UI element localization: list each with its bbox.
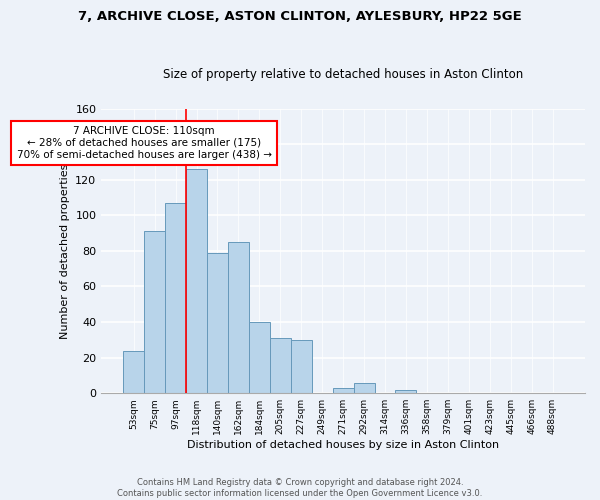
Bar: [186, 169, 207, 393]
Text: 7 ARCHIVE CLOSE: 110sqm
← 28% of detached houses are smaller (175)
70% of semi-d: 7 ARCHIVE CLOSE: 110sqm ← 28% of detache…: [17, 126, 272, 160]
Bar: [144, 232, 165, 393]
Title: Size of property relative to detached houses in Aston Clinton: Size of property relative to detached ho…: [163, 68, 523, 81]
Bar: [249, 322, 270, 393]
Bar: [228, 242, 249, 393]
Bar: [207, 252, 228, 393]
Text: Contains HM Land Registry data © Crown copyright and database right 2024.
Contai: Contains HM Land Registry data © Crown c…: [118, 478, 482, 498]
Bar: [291, 340, 312, 393]
Bar: [270, 338, 291, 393]
Bar: [332, 388, 353, 393]
Bar: [353, 382, 374, 393]
Bar: [395, 390, 416, 393]
Y-axis label: Number of detached properties: Number of detached properties: [59, 163, 70, 338]
Bar: [123, 350, 144, 393]
Text: 7, ARCHIVE CLOSE, ASTON CLINTON, AYLESBURY, HP22 5GE: 7, ARCHIVE CLOSE, ASTON CLINTON, AYLESBU…: [78, 10, 522, 23]
Bar: [165, 203, 186, 393]
X-axis label: Distribution of detached houses by size in Aston Clinton: Distribution of detached houses by size …: [187, 440, 499, 450]
